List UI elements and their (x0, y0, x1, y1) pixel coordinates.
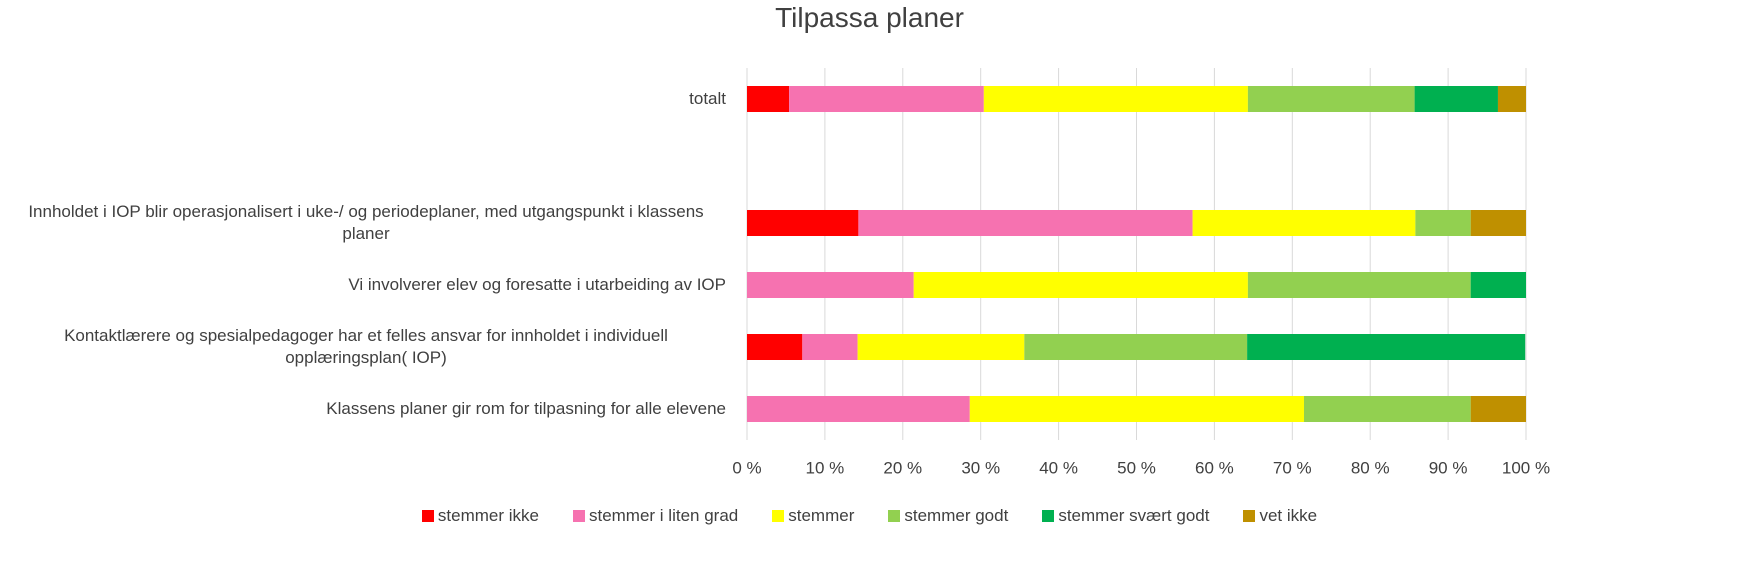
legend-swatch (1042, 510, 1055, 522)
bar-segment (747, 210, 859, 236)
x-tick-label: 90 % (1429, 458, 1468, 477)
bar-segment (789, 86, 984, 112)
bar-segment (1247, 334, 1526, 360)
legend-item: stemmer svært godt (1042, 506, 1209, 526)
y-tick-text: Kontaktlærere og spesialpedagoger har et… (64, 326, 668, 367)
x-tick-label: 40 % (1039, 458, 1078, 477)
bar-segment (983, 86, 1248, 112)
legend-label: stemmer (788, 506, 855, 525)
legend-item: stemmer ikke (421, 506, 539, 526)
bar-segment (1192, 210, 1416, 236)
chart-title: Tilpassa planer (775, 2, 964, 33)
legend-swatch (421, 510, 434, 522)
bar-segment (747, 396, 970, 422)
bar-segment (857, 334, 1025, 360)
bar-segment (1497, 86, 1526, 112)
legend-swatch (1243, 510, 1256, 522)
bar-segment (747, 334, 803, 360)
legend-item: stemmer (772, 506, 854, 526)
legend-label: stemmer ikke (437, 506, 539, 525)
y-tick-text: Vi involverer elev og foresatte i utarbe… (348, 275, 726, 294)
x-tick-label: 60 % (1195, 458, 1234, 477)
legend: stemmer ikke stemmer i liten grad stemmer s… (0, 506, 1739, 526)
legend-swatch (572, 510, 585, 522)
y-tick-label: Vi involverer elev og foresatte i utarbe… (0, 274, 726, 296)
bar-segment (1470, 272, 1526, 298)
y-tick-text: Innholdet i IOP blir operasjonalisert i … (28, 202, 704, 243)
y-tick-label: totalt (0, 88, 726, 110)
legend-item: stemmer godt (888, 506, 1008, 526)
legend-label: stemmer svært godt (1058, 506, 1210, 525)
bar-segment (913, 272, 1248, 298)
y-tick-text: totalt (689, 89, 726, 108)
legend-label: stemmer godt (904, 506, 1009, 525)
y-tick-text: Klassens planer gir rom for tilpasning f… (326, 399, 726, 418)
x-tick-label: 20 % (883, 458, 922, 477)
bar-segment (747, 272, 914, 298)
x-tick-label: 10 % (806, 458, 845, 477)
bar-segment (1247, 272, 1471, 298)
x-tick-label: 100 % (1502, 458, 1550, 477)
bar-segment (858, 210, 1193, 236)
y-tick-label: Kontaktlærere og spesialpedagoger har et… (0, 325, 726, 369)
x-tick-label: 30 % (961, 458, 1000, 477)
x-tick-label: 80 % (1351, 458, 1390, 477)
bar-segment (1470, 396, 1526, 422)
legend-swatch (772, 510, 785, 522)
x-tick-label: 0 % (732, 458, 761, 477)
legend-label: vet ikke (1259, 506, 1318, 525)
y-tick-label: Innholdet i IOP blir operasjonalisert i … (0, 201, 726, 245)
x-tick-label: 70 % (1273, 458, 1312, 477)
y-tick-label: Klassens planer gir rom for tilpasning f… (0, 398, 726, 420)
bar-segment (969, 396, 1304, 422)
bar-segment (1303, 396, 1471, 422)
legend-item: vet ikke (1243, 506, 1317, 526)
legend-item: stemmer i liten grad (572, 506, 739, 526)
bar-segment (1415, 210, 1471, 236)
x-tick-label: 50 % (1117, 458, 1156, 477)
legend-label: stemmer i liten grad (588, 506, 739, 525)
bar-segment (1414, 86, 1498, 112)
legend-swatch (888, 510, 901, 522)
bar-segment (1247, 86, 1415, 112)
bar-segment (1024, 334, 1248, 360)
bar-segment (1470, 210, 1526, 236)
bar-segment (747, 86, 790, 112)
bar-segment (802, 334, 858, 360)
